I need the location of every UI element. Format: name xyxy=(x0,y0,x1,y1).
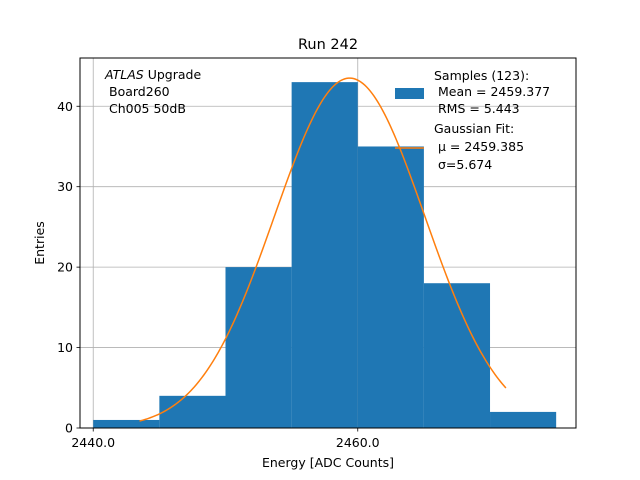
histogram-bar xyxy=(159,395,226,428)
x-tick-label: 2460.0 xyxy=(336,435,380,450)
legend-fit-line-1: Gaussian Fit: xyxy=(434,121,514,136)
plot-frame xyxy=(79,57,577,429)
y-tick-label: 40 xyxy=(57,99,73,114)
y-axis-label: Entries xyxy=(32,221,47,265)
legend-fit-line-3: σ=5.674 xyxy=(438,157,492,172)
y-tick-label: 10 xyxy=(57,340,73,355)
y-tick-label: 0 xyxy=(65,421,73,436)
gaussian-fit-curve xyxy=(139,77,507,422)
legend: Samples (123): Mean = 2459.377 RMS = 5.4… xyxy=(395,68,550,172)
axis-ticks: 0 10 20 30 40 2440.0 2460.0 xyxy=(57,99,380,450)
annotation-line-2: Board260 xyxy=(109,84,170,99)
histogram-bar xyxy=(291,82,358,428)
annotation-box: ATLAS Upgrade Board260 Ch005 50dB xyxy=(104,67,201,116)
x-axis-label: Energy [ADC Counts] xyxy=(262,455,394,470)
annotation-line-3: Ch005 50dB xyxy=(109,101,186,116)
x-tick-label: 2440.0 xyxy=(71,435,115,450)
legend-hist-line-2: Mean = 2459.377 xyxy=(438,84,550,99)
histogram-bar xyxy=(423,283,491,428)
legend-hist-patch xyxy=(395,88,424,99)
chart-title: Run 242 xyxy=(298,37,358,53)
legend-fit-line-2: μ = 2459.385 xyxy=(438,139,524,154)
y-tick-label: 30 xyxy=(57,179,73,194)
histogram-bar xyxy=(225,267,292,428)
y-tick-label: 20 xyxy=(57,260,73,275)
annotation-line-1: ATLAS Upgrade xyxy=(104,67,201,82)
histogram-bar xyxy=(490,411,557,428)
histogram-bar xyxy=(93,419,160,428)
legend-hist-line-3: RMS = 5.443 xyxy=(438,101,520,116)
legend-hist-line-1: Samples (123): xyxy=(434,68,529,83)
histogram-bar xyxy=(357,146,424,428)
